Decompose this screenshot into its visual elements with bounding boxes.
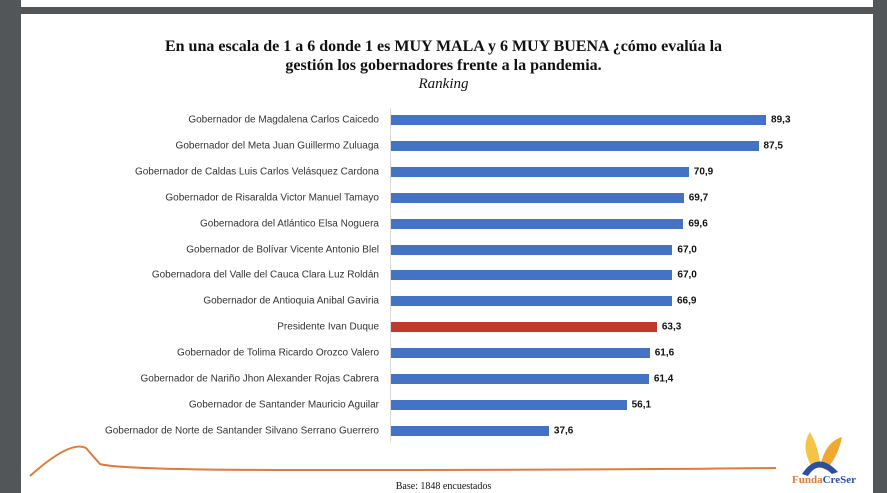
value-label: 66,9 <box>676 295 697 307</box>
bar <box>391 270 673 281</box>
category-label: Gobernador de Antioquia Anibal Gaviria <box>203 295 379 307</box>
category-label: Gobernadora del Valle del Cauca Clara Lu… <box>151 269 379 281</box>
bar <box>391 115 767 125</box>
category-label: Gobernador de Bolívar Vicente Antonio Bl… <box>186 244 379 255</box>
category-label: Gobernador de Caldas Luis Carlos Velásqu… <box>134 166 379 178</box>
chart-title-line2: gestión los gobernadores frente a la pan… <box>285 57 602 74</box>
value-label: 69,6 <box>688 218 708 230</box>
value-label: 56,1 <box>631 399 652 411</box>
category-label: Gobernador de Nariño Jhon Alexander Roja… <box>140 373 379 385</box>
value-label: 67,0 <box>677 244 697 255</box>
value-label: 67,0 <box>677 269 697 281</box>
value-label: 70,9 <box>693 166 714 178</box>
bar <box>391 192 684 203</box>
logo-text: FundaCreSer <box>792 474 856 486</box>
bar <box>391 322 657 333</box>
category-label: Presidente Ivan Duque <box>277 321 379 333</box>
category-label: Gobernador de Tolima Ricardo Orozco Vale… <box>177 347 379 359</box>
category-label: Gobernador de Santander Mauricio Aguilar <box>188 399 379 411</box>
value-label: 63,3 <box>661 321 682 333</box>
category-label: Gobernador de Magdalena Carlos Caicedo <box>188 114 379 126</box>
value-label: 37,6 <box>553 425 574 437</box>
bar <box>391 374 649 384</box>
chart-subtitle: Ranking <box>418 76 469 92</box>
bar <box>391 425 549 436</box>
bar <box>391 399 627 410</box>
footnote: Base: 1848 encuestados <box>395 481 492 492</box>
category-label: Gobernador del Meta Juan Guillermo Zulua… <box>175 140 379 152</box>
category-label: Gobernador de Norte de Santander Silvano… <box>104 425 379 437</box>
value-label: 87,5 <box>763 140 783 152</box>
fundacreser-logo-icon <box>802 432 842 476</box>
category-label: Gobernador de Risaralda Victor Manuel Ta… <box>165 192 379 204</box>
bar <box>391 296 672 307</box>
category-label: Gobernadora del Atlántico Elsa Noguera <box>199 218 379 230</box>
previous-page <box>21 0 873 7</box>
value-label: 89,3 <box>771 114 791 126</box>
value-label: 61,4 <box>653 373 674 385</box>
bar <box>391 166 689 177</box>
value-label: 69,7 <box>688 192 709 204</box>
chart-title-line1: En una escala de 1 a 6 donde 1 es MUY MA… <box>164 38 723 55</box>
bar <box>391 140 759 151</box>
bar <box>391 244 673 255</box>
bar <box>391 348 650 359</box>
value-label: 61,6 <box>654 347 675 359</box>
y-axis-line <box>390 108 391 442</box>
bar <box>391 218 684 229</box>
